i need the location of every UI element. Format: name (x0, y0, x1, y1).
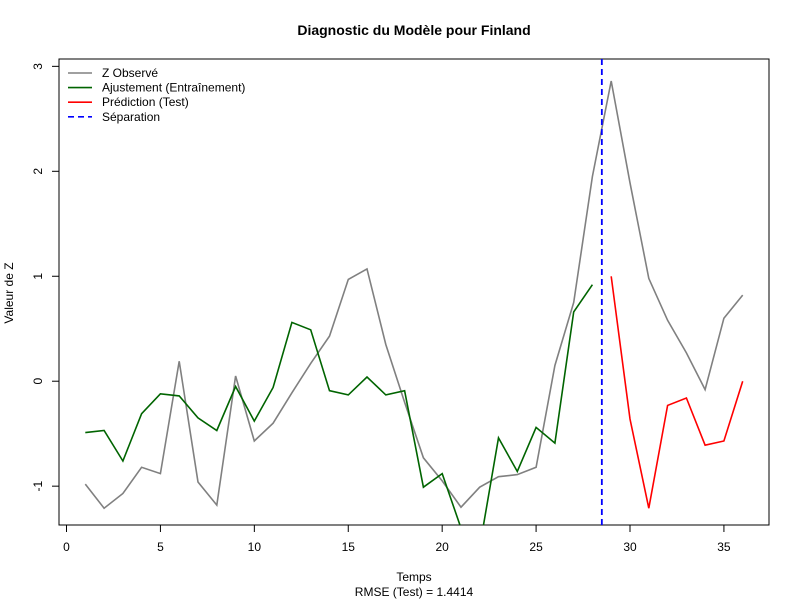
chart-title: Diagnostic du Modèle pour Finland (297, 22, 530, 38)
x-axis: 0 5 10 15 20 25 30 35 (63, 524, 731, 554)
x-tick-label: 5 (157, 540, 164, 554)
series-line-3 (610, 276, 744, 509)
y-tick-label: -1 (31, 481, 45, 492)
x-tick-label: 0 (63, 540, 70, 554)
series-layer (84, 59, 744, 525)
y-axis: -1 0 1 2 3 (31, 63, 60, 492)
y-tick-label: 3 (31, 63, 45, 70)
rmse-subtitle: RMSE (Test) = 1.4414 (355, 585, 474, 599)
x-tick-label: 35 (717, 540, 731, 554)
x-tick-label: 25 (529, 540, 543, 554)
series-line-2 (85, 284, 594, 525)
y-tick-label: 0 (31, 378, 45, 385)
x-tick-label: 10 (248, 540, 262, 554)
y-tick-label: 2 (31, 168, 45, 175)
legend-label: Ajustement (Entraînement) (102, 81, 245, 95)
x-tick-label: 15 (342, 540, 356, 554)
legend-label: Séparation (102, 110, 160, 124)
y-axis-label: Valeur de Z (2, 262, 16, 323)
plot-frame (58, 58, 770, 526)
x-axis-label: Temps (396, 570, 431, 584)
legend-label: Prédiction (Test) (102, 95, 189, 109)
x-tick-label: 20 (435, 540, 449, 554)
legend-label: Z Observé (102, 66, 158, 80)
x-tick-label: 30 (623, 540, 637, 554)
series-line-1 (84, 80, 744, 510)
y-tick-label: 1 (31, 273, 45, 280)
